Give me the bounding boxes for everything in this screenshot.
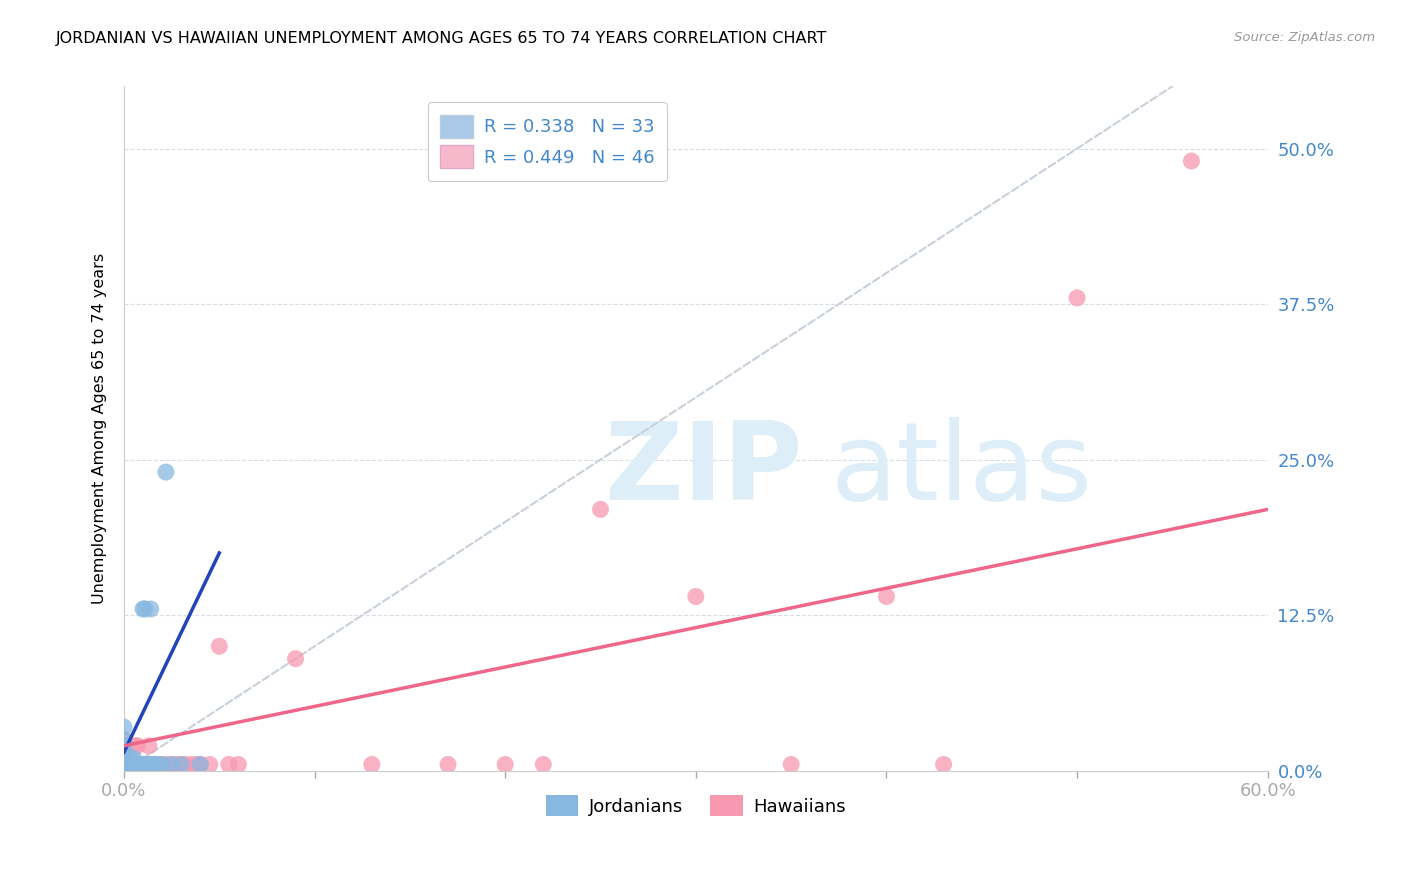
Point <box>198 757 221 772</box>
Point <box>134 757 156 772</box>
Point <box>142 757 165 772</box>
Point <box>134 602 156 616</box>
Point <box>218 757 240 772</box>
Point <box>115 757 138 772</box>
Point <box>121 757 143 772</box>
Point <box>112 764 135 778</box>
Point <box>112 745 135 759</box>
Point <box>132 757 155 772</box>
Point <box>139 602 162 616</box>
Point <box>155 757 177 772</box>
Point <box>135 757 157 772</box>
Point <box>112 739 135 753</box>
Point <box>115 764 138 778</box>
Point <box>170 757 193 772</box>
Point <box>148 757 170 772</box>
Point <box>150 757 173 772</box>
Point <box>117 757 139 772</box>
Text: ZIP: ZIP <box>605 417 803 523</box>
Point <box>228 757 250 772</box>
Text: atlas: atlas <box>831 417 1092 523</box>
Y-axis label: Unemployment Among Ages 65 to 74 years: Unemployment Among Ages 65 to 74 years <box>93 253 107 604</box>
Point <box>138 757 160 772</box>
Point <box>166 757 188 772</box>
Point <box>188 757 211 772</box>
Point <box>112 720 135 734</box>
Point <box>135 757 157 772</box>
Point <box>932 757 955 772</box>
Point <box>208 640 231 654</box>
Text: Source: ZipAtlas.com: Source: ZipAtlas.com <box>1234 31 1375 45</box>
Point <box>132 602 155 616</box>
Point <box>112 732 135 747</box>
Point <box>589 502 612 516</box>
Point <box>124 757 146 772</box>
Point <box>122 751 145 765</box>
Point <box>155 465 177 479</box>
Point <box>531 757 554 772</box>
Point <box>150 757 173 772</box>
Point <box>117 757 139 772</box>
Point <box>112 751 135 765</box>
Point <box>170 757 193 772</box>
Legend: Jordanians, Hawaiians: Jordanians, Hawaiians <box>538 788 853 823</box>
Point <box>132 757 155 772</box>
Point <box>437 757 460 772</box>
Point <box>780 757 803 772</box>
Point <box>112 757 135 772</box>
Point <box>121 757 143 772</box>
Point <box>143 757 166 772</box>
Point <box>1180 154 1202 169</box>
Point <box>124 739 146 753</box>
Point <box>143 757 166 772</box>
Point <box>180 757 202 772</box>
Point <box>148 757 170 772</box>
Point <box>112 757 135 772</box>
Point <box>112 751 135 765</box>
Point <box>160 757 183 772</box>
Point <box>112 745 135 759</box>
Point <box>115 757 138 772</box>
Point <box>1066 291 1088 305</box>
Point <box>142 757 165 772</box>
Point <box>112 732 135 747</box>
Point <box>494 757 516 772</box>
Point <box>284 651 307 665</box>
Point <box>360 757 382 772</box>
Point <box>685 590 707 604</box>
Point <box>127 757 149 772</box>
Point <box>128 757 150 772</box>
Point <box>160 757 183 772</box>
Point <box>129 757 152 772</box>
Point <box>122 757 145 772</box>
Point <box>121 751 143 765</box>
Point <box>118 757 141 772</box>
Point <box>122 757 145 772</box>
Text: JORDANIAN VS HAWAIIAN UNEMPLOYMENT AMONG AGES 65 TO 74 YEARS CORRELATION CHART: JORDANIAN VS HAWAIIAN UNEMPLOYMENT AMONG… <box>56 31 828 46</box>
Point <box>174 757 197 772</box>
Point <box>129 757 152 772</box>
Point <box>188 757 211 772</box>
Point <box>128 757 150 772</box>
Point <box>138 739 160 753</box>
Point <box>118 757 141 772</box>
Point <box>186 757 208 772</box>
Point <box>112 739 135 753</box>
Point <box>127 739 149 753</box>
Point <box>875 590 897 604</box>
